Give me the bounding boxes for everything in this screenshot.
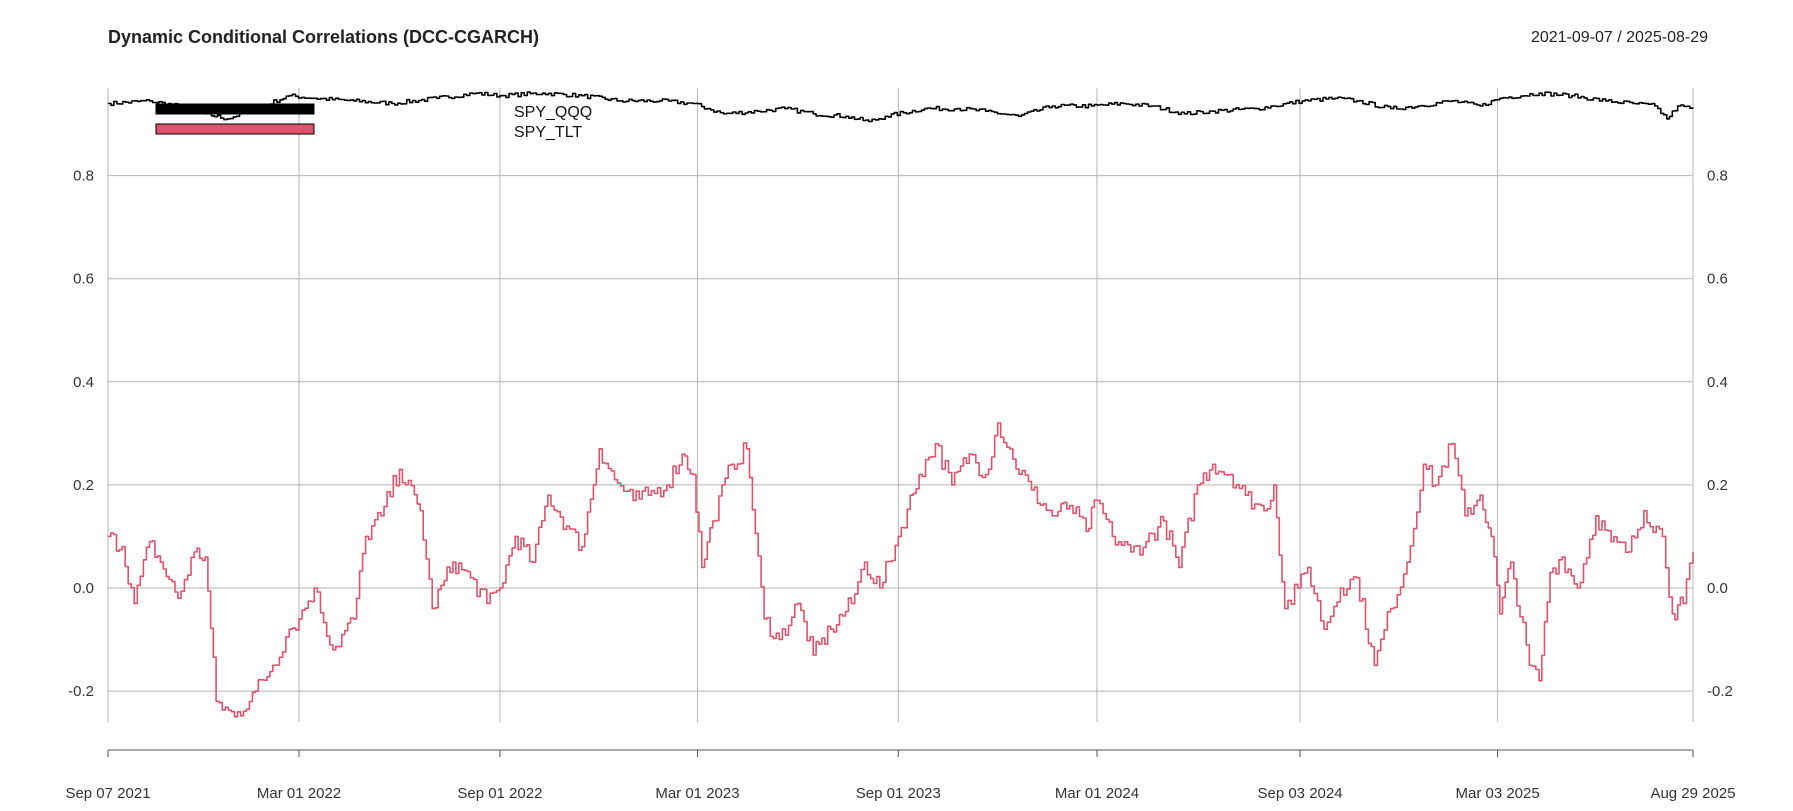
y-tick-label-left: 0.0 [73,580,94,597]
chart-title: Dynamic Conditional Correlations (DCC-CG… [108,27,539,47]
x-tick-label: Sep 01 2022 [457,785,542,802]
y-tick-label-right: 0.2 [1707,477,1728,494]
y-tick-label-left: -0.2 [68,683,94,700]
y-tick-label-right: 0.6 [1707,271,1728,288]
x-tick-label: Mar 01 2024 [1055,785,1139,802]
series-line-spy-qqq [108,91,1694,123]
x-tick-label: Sep 01 2023 [856,785,941,802]
date-range-label: 2021-09-07 / 2025-08-29 [1531,29,1708,46]
series-line-spy-tlt [108,422,1694,718]
x-tick-label: Sep 03 2024 [1257,785,1342,802]
y-axis-right: -0.2 0.0 0.2 0.4 0.6 0.8 [1707,168,1733,700]
y-tick-label-right: -0.2 [1707,683,1733,700]
legend-swatch [155,103,315,115]
y-tick-label-right: 0.8 [1707,168,1728,185]
y-tick-label-right: 0.0 [1707,580,1728,597]
x-tick-label: Sep 07 2021 [65,785,150,802]
y-tick-label-left: 0.2 [73,477,94,494]
series-lines [108,91,1694,718]
legend-label: SPY_QQQ [514,104,592,121]
x-axis: Sep 07 2021 Mar 01 2022 Sep 01 2022 Mar 01 … [65,749,1736,802]
y-tick-label-left: 0.8 [73,168,94,185]
legend: SPY_QQQ SPY_TLT [155,103,592,141]
y-tick-label-left: 0.6 [73,271,94,288]
x-tick-label: Mar 03 2025 [1455,785,1539,802]
x-tick-label: Aug 29 2025 [1650,785,1735,802]
legend-label: SPY_TLT [514,124,582,141]
y-axis-left: -0.2 0.0 0.2 0.4 0.6 0.8 [68,168,94,700]
y-tick-label-left: 0.4 [73,374,94,391]
x-tick-label: Mar 01 2023 [655,785,739,802]
x-tick-label: Mar 01 2022 [257,785,341,802]
grid-lines [107,88,1694,722]
y-tick-label-right: 0.4 [1707,374,1728,391]
legend-swatch [155,123,315,135]
